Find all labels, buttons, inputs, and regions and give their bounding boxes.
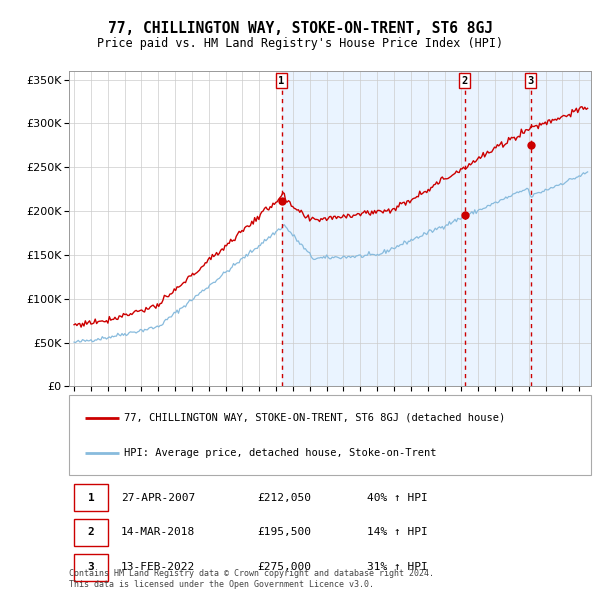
Text: 27-APR-2007: 27-APR-2007 [121,493,196,503]
Text: 13-FEB-2022: 13-FEB-2022 [121,562,196,572]
Text: 3: 3 [88,562,95,572]
Bar [281,71,591,386]
Text: £275,000: £275,000 [257,562,311,572]
Text: 31% ↑ HPI: 31% ↑ HPI [367,562,427,572]
Bar [74,519,108,546]
Text: 1: 1 [278,76,284,86]
Text: 14% ↑ HPI: 14% ↑ HPI [367,527,427,537]
Text: Contains HM Land Registry data © Crown copyright and database right 2024.
This d: Contains HM Land Registry data © Crown c… [69,569,434,589]
Bar [74,554,108,581]
Text: £195,500: £195,500 [257,527,311,537]
Text: 2: 2 [461,76,468,86]
Text: 1: 1 [88,493,95,503]
Text: Price paid vs. HM Land Registry's House Price Index (HPI): Price paid vs. HM Land Registry's House … [97,37,503,50]
Text: 77, CHILLINGTON WAY, STOKE-ON-TRENT, ST6 8GJ (detached house): 77, CHILLINGTON WAY, STOKE-ON-TRENT, ST6… [124,412,505,422]
Text: 14-MAR-2018: 14-MAR-2018 [121,527,196,537]
Text: 40% ↑ HPI: 40% ↑ HPI [367,493,427,503]
Text: HPI: Average price, detached house, Stoke-on-Trent: HPI: Average price, detached house, Stok… [124,448,436,458]
Text: £212,050: £212,050 [257,493,311,503]
Text: 3: 3 [527,76,534,86]
Text: 77, CHILLINGTON WAY, STOKE-ON-TRENT, ST6 8GJ: 77, CHILLINGTON WAY, STOKE-ON-TRENT, ST6… [107,21,493,35]
Bar [74,484,108,511]
Text: 2: 2 [88,527,95,537]
